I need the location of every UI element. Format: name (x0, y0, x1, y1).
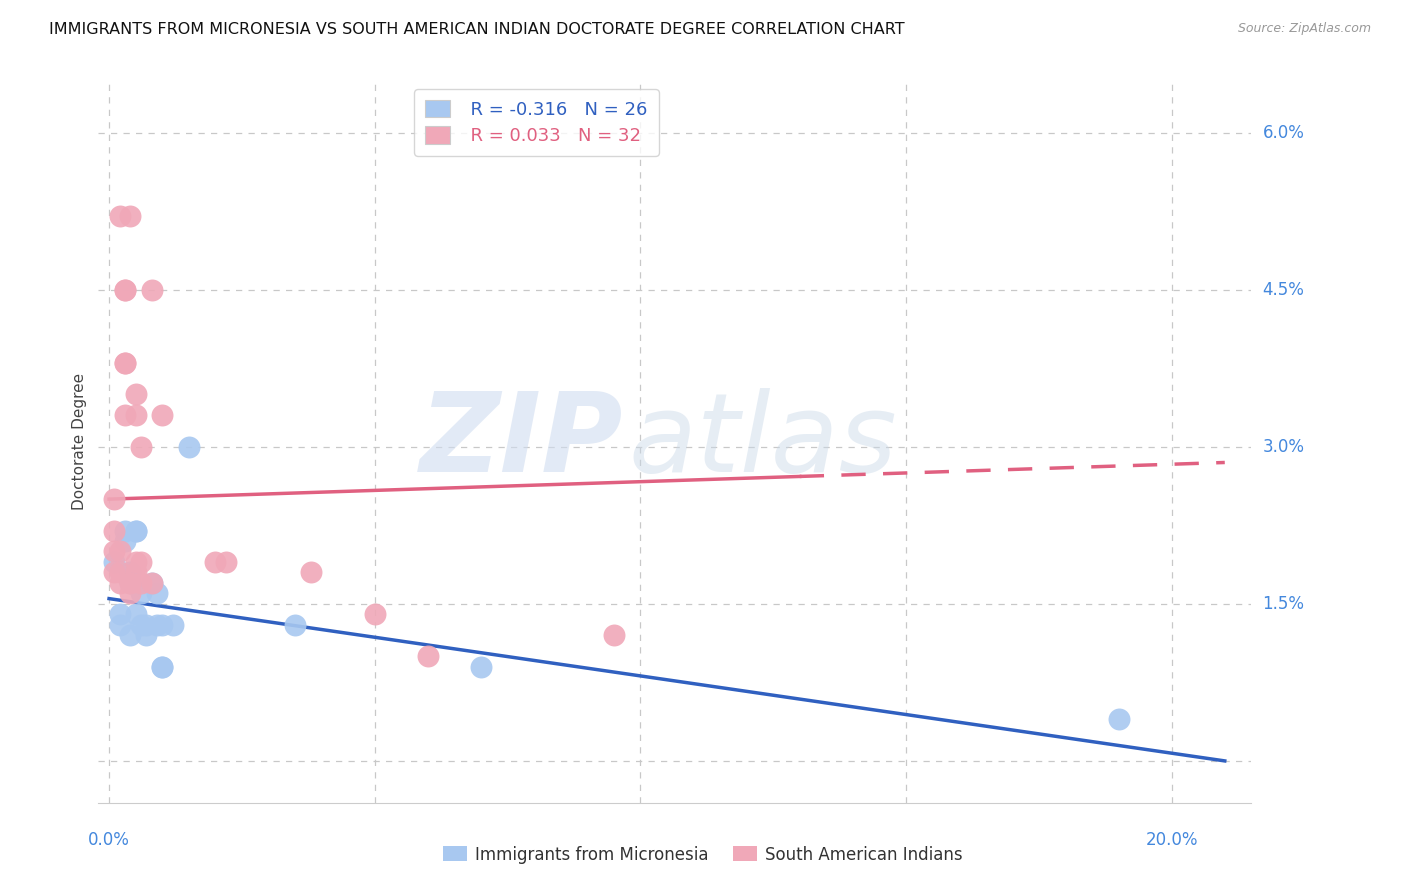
Point (120, 628, 142, 642)
Text: IMMIGRANTS FROM MICRONESIA VS SOUTH AMERICAN INDIAN DOCTORATE DEGREE CORRELATION: IMMIGRANTS FROM MICRONESIA VS SOUTH AMER… (49, 22, 905, 37)
Point (124, 555, 146, 569)
Point (108, 210, 131, 224)
Point (103, 524, 125, 538)
Point (146, 586, 169, 600)
Text: 0.0%: 0.0% (89, 830, 129, 848)
Y-axis label: Doctorate Degree: Doctorate Degree (72, 373, 87, 510)
Point (129, 440, 152, 454)
Point (135, 628, 157, 642)
Point (162, 617, 184, 632)
Point (299, 566, 322, 580)
Point (1108, 712, 1130, 726)
Point (363, 607, 385, 622)
Point (129, 586, 152, 600)
Point (114, 524, 136, 538)
Point (129, 555, 152, 569)
Point (146, 617, 169, 632)
Point (120, 575, 142, 590)
Point (120, 210, 142, 224)
Text: 3.0%: 3.0% (1263, 438, 1305, 456)
Point (150, 617, 173, 632)
Point (141, 575, 163, 590)
Point (108, 617, 131, 632)
Point (141, 283, 163, 297)
Point (103, 555, 125, 569)
Text: 20.0%: 20.0% (1146, 830, 1198, 848)
Point (124, 607, 146, 622)
Point (120, 575, 142, 590)
Legend: Immigrants from Micronesia, South American Indians: Immigrants from Micronesia, South Americ… (437, 839, 969, 871)
Point (120, 586, 142, 600)
Point (124, 566, 146, 580)
Text: Source: ZipAtlas.com: Source: ZipAtlas.com (1237, 22, 1371, 36)
Point (141, 575, 163, 590)
Point (103, 566, 125, 580)
Point (103, 544, 125, 558)
Point (177, 440, 200, 454)
Point (603, 628, 626, 642)
Point (215, 555, 238, 569)
Point (124, 524, 146, 538)
Point (114, 356, 136, 370)
Point (114, 283, 136, 297)
Point (124, 409, 146, 423)
Point (416, 649, 439, 664)
Text: atlas: atlas (628, 388, 897, 495)
Point (120, 566, 142, 580)
Point (114, 534, 136, 549)
Text: 4.5%: 4.5% (1263, 281, 1305, 299)
Text: ZIP: ZIP (419, 388, 623, 495)
Point (114, 356, 136, 370)
Point (129, 617, 152, 632)
Point (284, 617, 307, 632)
Point (150, 409, 173, 423)
Point (150, 659, 173, 673)
Point (114, 409, 136, 423)
Point (124, 524, 146, 538)
Point (135, 617, 157, 632)
Legend:   R = -0.316   N = 26,   R = 0.033   N = 32: R = -0.316 N = 26, R = 0.033 N = 32 (415, 89, 658, 156)
Point (108, 607, 131, 622)
Point (103, 492, 125, 507)
Point (129, 575, 152, 590)
Point (108, 544, 131, 558)
Point (124, 387, 146, 401)
Point (470, 659, 492, 673)
Text: 1.5%: 1.5% (1263, 595, 1305, 613)
Point (114, 283, 136, 297)
Text: 6.0%: 6.0% (1263, 124, 1305, 142)
Point (204, 555, 226, 569)
Point (108, 575, 131, 590)
Point (150, 659, 173, 673)
Point (108, 566, 131, 580)
